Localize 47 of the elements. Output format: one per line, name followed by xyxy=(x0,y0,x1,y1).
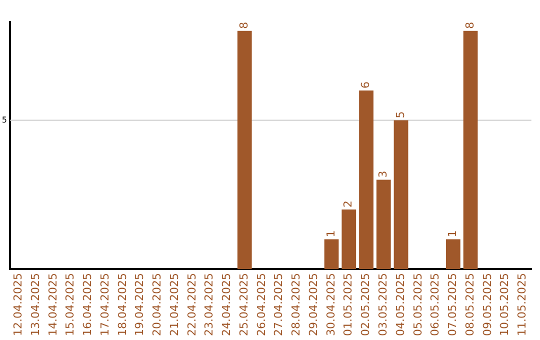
x-tick-label: 19.04.2025 xyxy=(133,273,146,336)
data-label: 1 xyxy=(324,230,338,238)
x-tick-label: 01.05.2025 xyxy=(342,273,355,336)
x-tick-label: 17.04.2025 xyxy=(98,273,112,336)
x-tick-label: 22.04.2025 xyxy=(185,273,198,336)
ref-line-label: 5 xyxy=(2,115,7,124)
bar xyxy=(359,90,374,270)
bar xyxy=(463,30,478,270)
x-tick-label: 15.04.2025 xyxy=(64,273,77,336)
data-label: 1 xyxy=(446,230,460,238)
x-tick-label: 08.05.2025 xyxy=(463,273,476,336)
x-tick-label: 16.04.2025 xyxy=(81,273,94,336)
x-tick-label: 24.04.2025 xyxy=(220,273,234,336)
x-tick-label: 03.05.2025 xyxy=(376,273,390,336)
data-label: 5 xyxy=(394,111,407,118)
x-tick-label: 27.04.2025 xyxy=(272,273,286,336)
x-tick-label: 02.05.2025 xyxy=(359,273,372,336)
x-tick-label: 25.04.2025 xyxy=(237,273,250,336)
x-tick-label: 20.04.2025 xyxy=(150,273,164,336)
bar xyxy=(237,30,252,270)
x-tick-label: 10.05.2025 xyxy=(498,273,512,336)
x-tick-label: 06.05.2025 xyxy=(428,273,442,336)
x-tick-label: 07.05.2025 xyxy=(446,273,460,336)
x-tick-label: 21.04.2025 xyxy=(168,273,181,336)
x-tick-label: 30.04.2025 xyxy=(324,273,338,336)
data-label: 6 xyxy=(359,81,372,88)
x-tick-label: 11.05.2025 xyxy=(516,273,529,336)
x-tick-label: 09.05.2025 xyxy=(480,273,494,336)
bar xyxy=(324,239,339,270)
data-label: 3 xyxy=(376,170,390,178)
data-label: 8 xyxy=(463,22,476,29)
x-tick-label: 18.04.2025 xyxy=(116,273,129,336)
data-label: 8 xyxy=(237,22,250,29)
x-tick-label: 29.04.2025 xyxy=(306,273,320,336)
x-tick-label: 05.05.2025 xyxy=(411,273,424,336)
bar xyxy=(376,180,391,270)
bar xyxy=(446,239,460,270)
x-tick-label: 14.04.2025 xyxy=(46,273,60,336)
bar xyxy=(342,209,356,270)
x-tick-label: 26.04.2025 xyxy=(254,273,268,336)
x-tick-label: 13.04.2025 xyxy=(28,273,42,336)
x-tick-label: 04.05.2025 xyxy=(394,273,407,336)
bar xyxy=(394,120,408,270)
x-tick-label: 28.04.2025 xyxy=(290,273,303,336)
x-tick-label: 23.04.2025 xyxy=(202,273,216,336)
x-tick-label: 12.04.2025 xyxy=(12,273,25,336)
data-label: 2 xyxy=(342,200,355,208)
